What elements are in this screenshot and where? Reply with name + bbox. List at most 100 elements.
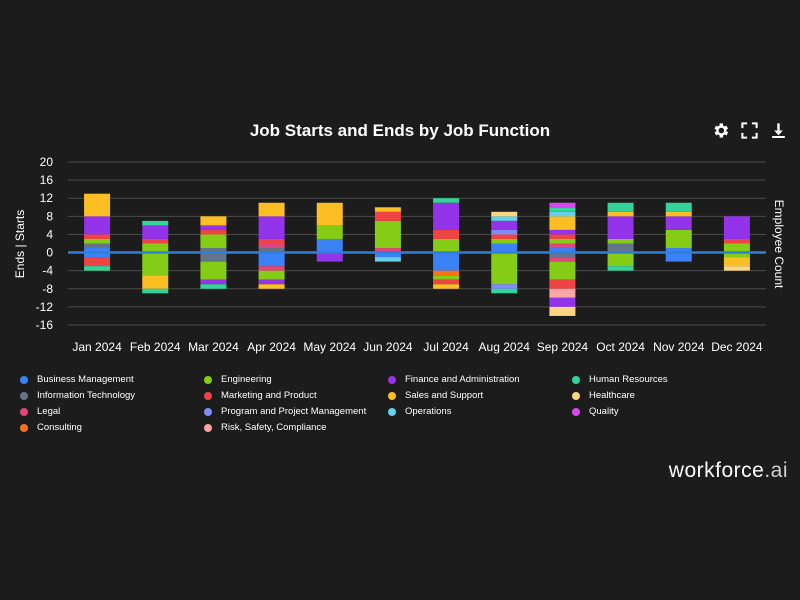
bar-segment[interactable] (200, 261, 227, 280)
bar-segment[interactable] (549, 288, 576, 298)
bar-segment[interactable] (665, 248, 692, 253)
legend-item[interactable]: Operations (388, 406, 572, 417)
bar-segment[interactable] (665, 202, 692, 212)
bar-segment[interactable] (84, 266, 111, 271)
bar-segment[interactable] (607, 216, 634, 239)
bar-segment[interactable] (491, 234, 518, 239)
bar-segment[interactable] (665, 216, 692, 230)
bar-segment[interactable] (258, 202, 285, 217)
legend-item[interactable]: Finance and Administration (388, 374, 572, 385)
bar-segment[interactable] (491, 229, 518, 235)
bar-segment[interactable] (84, 238, 111, 244)
bar-segment[interactable] (142, 288, 169, 294)
bar-segment[interactable] (84, 216, 111, 235)
bar-segment[interactable] (374, 211, 401, 221)
legend-item[interactable]: Engineering (204, 374, 388, 385)
bar-segment[interactable] (491, 216, 518, 221)
legend-item[interactable]: Information Technology (20, 390, 204, 401)
bar-segment[interactable] (549, 234, 576, 239)
bar-segment[interactable] (258, 266, 285, 271)
bar-segment[interactable] (316, 252, 343, 262)
bar-segment[interactable] (549, 243, 576, 249)
bar-segment[interactable] (374, 220, 401, 249)
legend-item[interactable]: Quality (572, 406, 756, 417)
bar-segment[interactable] (549, 216, 576, 230)
bar-segment[interactable] (723, 216, 750, 239)
bar-segment[interactable] (258, 284, 285, 289)
bar-segment[interactable] (491, 252, 518, 285)
bar-segment[interactable] (491, 238, 518, 244)
bar-segment[interactable] (433, 238, 460, 253)
legend-item[interactable]: Marketing and Product (204, 390, 388, 401)
download-icon[interactable] (769, 121, 788, 140)
bar-segment[interactable] (607, 243, 634, 253)
bar-segment[interactable] (84, 193, 111, 217)
legend-item[interactable]: Consulting (20, 422, 204, 433)
bar-segment[interactable] (316, 225, 343, 239)
bar-segment[interactable] (84, 243, 111, 249)
gear-icon[interactable] (711, 121, 730, 140)
bar-segment[interactable] (433, 284, 460, 289)
bar-segment[interactable] (84, 252, 111, 258)
bar-segment[interactable] (142, 243, 169, 253)
bar-segment[interactable] (374, 248, 401, 253)
bar-segment[interactable] (433, 275, 460, 280)
bar-segment[interactable] (549, 211, 576, 217)
bar-segment[interactable] (549, 207, 576, 212)
bar-segment[interactable] (607, 202, 634, 212)
bar-segment[interactable] (549, 202, 576, 208)
bar-segment[interactable] (200, 229, 227, 235)
bar-segment[interactable] (200, 252, 227, 262)
bar-segment[interactable] (723, 252, 750, 258)
bar-segment[interactable] (258, 270, 285, 280)
bar-segment[interactable] (491, 284, 518, 289)
bar-segment[interactable] (374, 252, 401, 258)
bar-segment[interactable] (200, 216, 227, 226)
legend-item[interactable]: Healthcare (572, 390, 756, 401)
bar-segment[interactable] (607, 238, 634, 244)
bar-segment[interactable] (200, 234, 227, 249)
bar-segment[interactable] (607, 211, 634, 217)
bar-segment[interactable] (84, 257, 111, 267)
bar-segment[interactable] (549, 257, 576, 262)
bar-segment[interactable] (142, 220, 169, 226)
bar-segment[interactable] (433, 198, 460, 203)
bar-segment[interactable] (142, 225, 169, 239)
bar-segment[interactable] (316, 202, 343, 226)
bar-segment[interactable] (258, 243, 285, 249)
bar-segment[interactable] (491, 243, 518, 253)
legend-item[interactable]: Risk, Safety, Compliance (204, 422, 388, 433)
bar-segment[interactable] (549, 297, 576, 307)
bar-segment[interactable] (433, 279, 460, 285)
bar-segment[interactable] (665, 229, 692, 249)
bar-segment[interactable] (549, 238, 576, 244)
bar-segment[interactable] (433, 252, 460, 271)
bar-segment[interactable] (258, 216, 285, 239)
bar-segment[interactable] (142, 252, 169, 276)
bar-segment[interactable] (549, 248, 576, 253)
legend-item[interactable]: Legal (20, 406, 204, 417)
bar-segment[interactable] (723, 266, 750, 271)
bar-segment[interactable] (549, 252, 576, 258)
bar-segment[interactable] (258, 279, 285, 285)
bar-segment[interactable] (200, 284, 227, 289)
bar-segment[interactable] (433, 202, 460, 230)
bar-segment[interactable] (665, 211, 692, 217)
bar-segment[interactable] (84, 248, 111, 253)
bar-segment[interactable] (200, 225, 227, 230)
bar-segment[interactable] (433, 270, 460, 276)
bar-segment[interactable] (549, 261, 576, 280)
bar-segment[interactable] (549, 306, 576, 316)
legend-item[interactable]: Business Management (20, 374, 204, 385)
bar-segment[interactable] (84, 234, 111, 239)
bar-segment[interactable] (142, 238, 169, 244)
bar-segment[interactable] (142, 275, 169, 289)
bar-segment[interactable] (433, 229, 460, 239)
bar-segment[interactable] (316, 238, 343, 253)
legend-item[interactable]: Sales and Support (388, 390, 572, 401)
bar-segment[interactable] (723, 257, 750, 267)
bar-segment[interactable] (258, 252, 285, 267)
expand-icon[interactable] (740, 121, 759, 140)
bar-segment[interactable] (607, 252, 634, 267)
bar-segment[interactable] (200, 279, 227, 285)
